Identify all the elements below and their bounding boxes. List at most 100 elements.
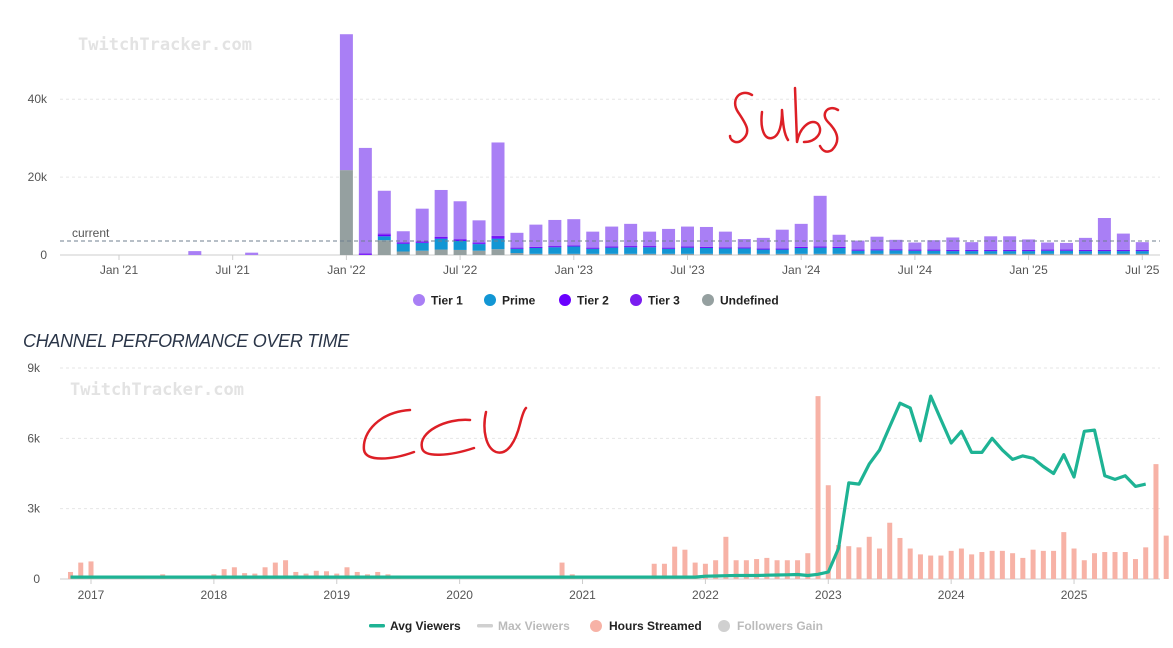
bar-hours-streamed[interactable] — [324, 571, 330, 579]
bar-undefined[interactable] — [1116, 253, 1130, 255]
bar-tier-1[interactable] — [908, 242, 922, 250]
bar-hours-streamed[interactable] — [866, 536, 872, 579]
bar-tier-3[interactable] — [889, 249, 903, 250]
bar-tier-3[interactable] — [662, 247, 676, 249]
bar-hours-streamed[interactable] — [1163, 535, 1169, 579]
bar-tier-1[interactable] — [737, 239, 751, 248]
bar-undefined[interactable] — [737, 253, 751, 255]
bar-tier-3[interactable] — [1022, 249, 1036, 251]
bar-prime[interactable] — [1097, 251, 1111, 254]
bar-prime[interactable] — [548, 247, 562, 254]
bar-tier-1[interactable] — [586, 231, 600, 248]
bar-undefined[interactable] — [794, 253, 808, 255]
bar-undefined[interactable] — [1041, 253, 1055, 255]
bar-tier-1[interactable] — [681, 226, 694, 247]
bar-prime[interactable] — [1135, 251, 1149, 254]
bar-hours-streamed[interactable] — [661, 563, 667, 579]
bar-tier-3[interactable] — [510, 247, 524, 249]
bar-undefined[interactable] — [339, 170, 353, 255]
bar-undefined[interactable] — [984, 253, 998, 255]
bar-prime[interactable] — [794, 247, 808, 254]
bar-hours-streamed[interactable] — [1102, 552, 1108, 579]
bar-hours-streamed[interactable] — [795, 560, 801, 579]
bar-hours-streamed[interactable] — [1153, 464, 1159, 579]
bar-undefined[interactable] — [965, 253, 979, 255]
bar-tier-1[interactable] — [699, 226, 713, 247]
bar-hours-streamed[interactable] — [805, 553, 811, 579]
bar-tier-1[interactable] — [1022, 239, 1036, 250]
bar-undefined[interactable] — [1135, 253, 1149, 255]
bar-hours-streamed[interactable] — [1112, 552, 1118, 579]
bar-tier-1[interactable] — [567, 219, 581, 246]
bar-tier-3[interactable] — [813, 246, 827, 248]
bar-hours-streamed[interactable] — [815, 396, 821, 579]
bar-undefined[interactable] — [1003, 253, 1017, 255]
bar-hours-streamed[interactable] — [375, 571, 381, 579]
bar-tier-1[interactable] — [529, 224, 543, 247]
bar-tier-1[interactable] — [1078, 237, 1092, 250]
bar-undefined[interactable] — [396, 251, 410, 255]
bar-prime[interactable] — [662, 248, 676, 254]
bar-tier-2[interactable] — [358, 254, 372, 256]
bar-prime[interactable] — [434, 238, 448, 250]
bar-hours-streamed[interactable] — [846, 546, 852, 579]
bar-undefined[interactable] — [832, 253, 846, 255]
bar-hours-streamed[interactable] — [672, 546, 678, 579]
bar-tier-1[interactable] — [605, 226, 619, 247]
bar-prime[interactable] — [1041, 250, 1055, 254]
bar-tier-1[interactable] — [965, 242, 979, 250]
bar-tier-2[interactable] — [472, 243, 486, 245]
bar-hours-streamed[interactable] — [559, 562, 565, 579]
bar-prime[interactable] — [870, 250, 884, 254]
bar-hours-streamed[interactable] — [989, 550, 995, 579]
bar-hours-streamed[interactable] — [723, 536, 729, 579]
bar-undefined[interactable] — [472, 250, 486, 255]
bar-tier-1[interactable] — [946, 237, 960, 250]
bar-undefined[interactable] — [870, 253, 884, 255]
bar-tier-3[interactable] — [718, 247, 732, 249]
bar-hours-streamed[interactable] — [713, 560, 719, 579]
bar-prime[interactable] — [889, 250, 903, 254]
bar-hours-streamed[interactable] — [313, 570, 319, 579]
bar-tier-3[interactable] — [472, 242, 486, 244]
bar-tier-3[interactable] — [832, 246, 846, 248]
bar-hours-streamed[interactable] — [221, 569, 227, 579]
bar-tier-1[interactable] — [1116, 233, 1130, 250]
bar-undefined[interactable] — [662, 253, 676, 255]
bar-tier-3[interactable] — [851, 249, 865, 251]
bar-hours-streamed[interactable] — [1081, 560, 1087, 579]
bar-tier-2[interactable] — [396, 242, 410, 244]
bar-tier-3[interactable] — [415, 241, 429, 243]
bar-tier-3[interactable] — [927, 249, 941, 251]
bar-hours-streamed[interactable] — [999, 550, 1005, 579]
bar-undefined[interactable] — [1060, 253, 1073, 255]
bar-hours-streamed[interactable] — [1143, 547, 1149, 579]
bar-tier-3[interactable] — [377, 233, 391, 235]
bar-tier-1[interactable] — [396, 231, 410, 243]
avg-viewers-line[interactable] — [70, 394, 1147, 579]
bar-tier-3[interactable] — [1041, 249, 1055, 251]
bar-undefined[interactable] — [624, 253, 638, 255]
bar-hours-streamed[interactable] — [344, 567, 350, 579]
bar-hours-streamed[interactable] — [958, 548, 964, 579]
bar-undefined[interactable] — [813, 253, 827, 255]
bar-tier-1[interactable] — [1041, 242, 1055, 250]
bar-tier-3[interactable] — [605, 246, 619, 248]
bar-tier-3[interactable] — [453, 239, 467, 240]
bar-prime[interactable] — [586, 248, 600, 254]
bar-hours-streamed[interactable] — [917, 554, 923, 579]
bar-tier-3[interactable] — [775, 248, 789, 250]
bar-prime[interactable] — [965, 251, 979, 254]
bar-tier-1[interactable] — [889, 239, 903, 250]
bar-tier-1[interactable] — [775, 229, 789, 249]
bar-hours-streamed[interactable] — [1030, 549, 1036, 579]
bar-hours-streamed[interactable] — [733, 560, 739, 579]
bar-tier-2[interactable] — [415, 242, 429, 243]
bar-hours-streamed[interactable] — [784, 560, 790, 579]
bar-prime[interactable] — [927, 250, 941, 254]
bar-undefined[interactable] — [529, 253, 543, 255]
bar-hours-streamed[interactable] — [1020, 557, 1026, 579]
legend-marker[interactable] — [477, 624, 493, 628]
bar-prime[interactable] — [396, 243, 410, 252]
bar-tier-3[interactable] — [567, 245, 581, 247]
